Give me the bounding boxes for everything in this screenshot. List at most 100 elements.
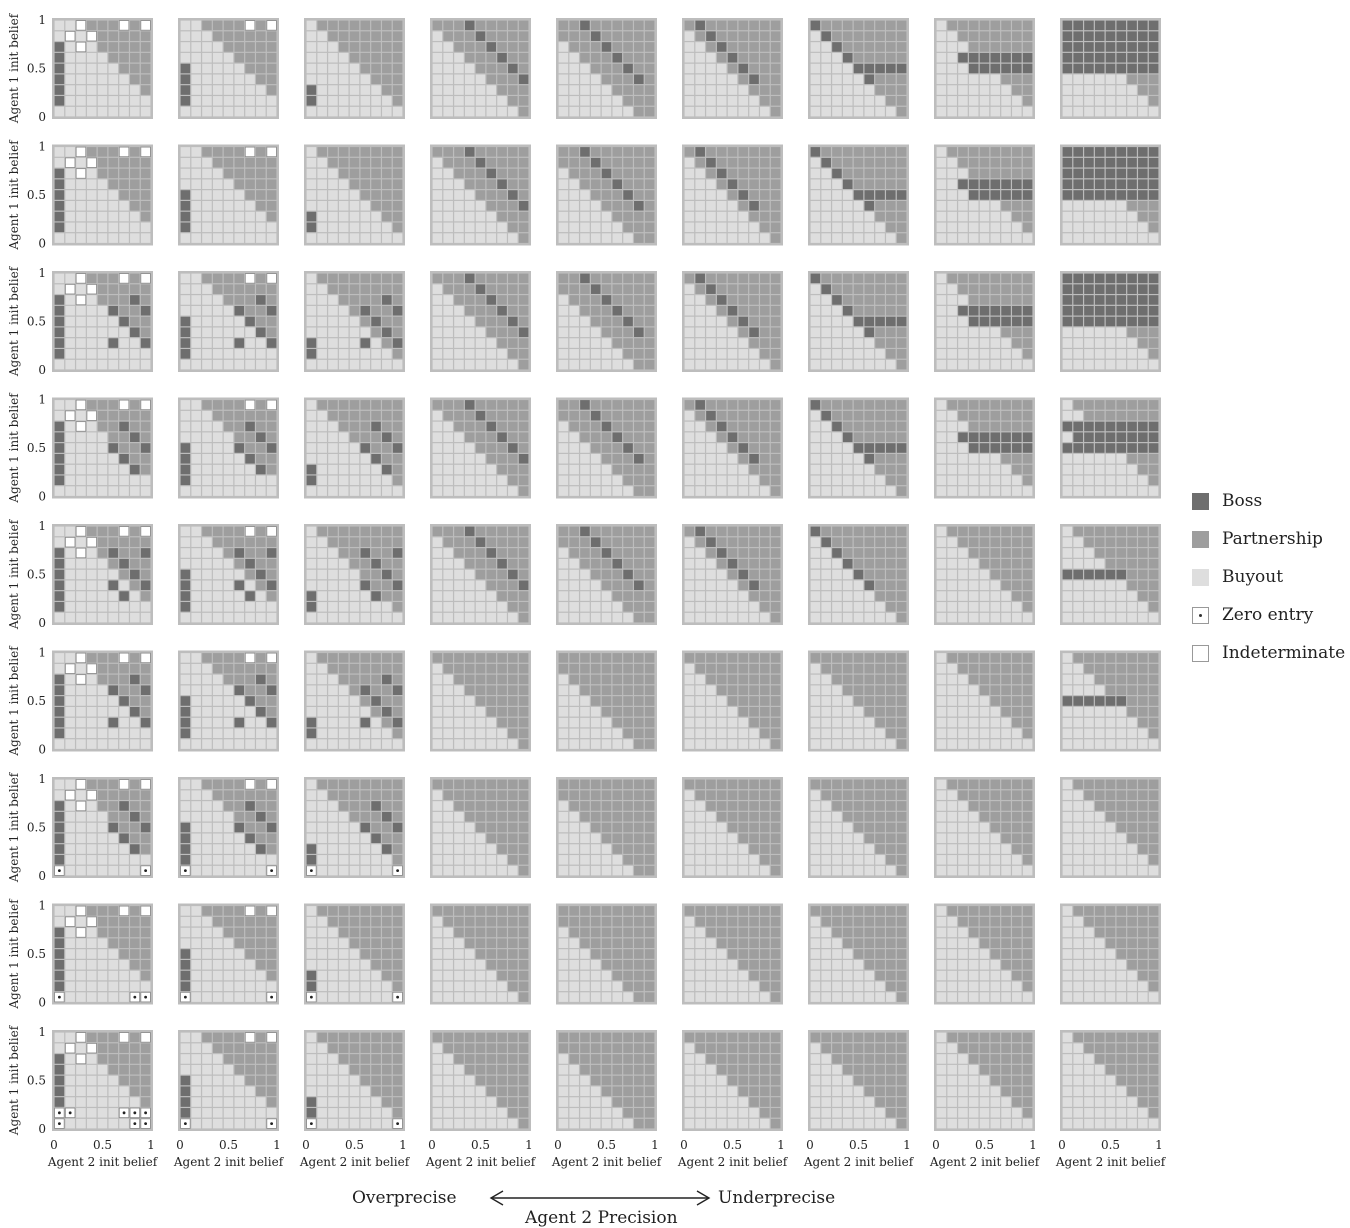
heatmap-cell bbox=[223, 790, 234, 800]
heatmap-cell bbox=[382, 558, 392, 569]
heatmap-cell bbox=[1105, 580, 1116, 591]
heatmap-cell bbox=[810, 421, 821, 432]
heatmap-cell bbox=[590, 674, 601, 685]
heatmap-cell bbox=[130, 31, 140, 41]
heatmap-cell bbox=[443, 157, 453, 168]
heatmap-cell bbox=[475, 558, 486, 569]
heatmap-cell bbox=[958, 443, 968, 453]
heatmap-cell bbox=[1073, 410, 1083, 421]
heatmap-cell bbox=[317, 653, 327, 663]
heatmap-cell bbox=[349, 663, 360, 674]
heatmap-cell bbox=[601, 548, 612, 558]
heatmap-cell bbox=[317, 85, 327, 95]
heatmap-cell bbox=[738, 106, 749, 117]
heatmap-cell bbox=[464, 779, 475, 790]
heatmap-cell bbox=[1094, 273, 1105, 284]
heatmap-cell bbox=[770, 569, 781, 580]
heatmap-cell bbox=[886, 580, 896, 591]
heatmap-cell bbox=[464, 602, 475, 612]
heatmap-cell bbox=[886, 421, 896, 432]
heatmap-cell bbox=[770, 106, 781, 117]
heatmap-cell bbox=[119, 486, 129, 496]
heatmap-cell bbox=[234, 338, 245, 348]
heatmap-cell bbox=[770, 211, 781, 222]
heatmap-cell bbox=[1022, 147, 1033, 157]
heatmap-cell bbox=[256, 612, 266, 623]
heatmap-cell bbox=[360, 602, 371, 612]
heatmap-cell bbox=[338, 801, 349, 811]
heatmap-cell bbox=[875, 580, 885, 591]
heatmap-cell bbox=[601, 85, 612, 95]
heatmap-cell bbox=[558, 728, 569, 739]
heatmap-cell bbox=[601, 316, 612, 327]
heatmap-cell bbox=[202, 316, 212, 327]
heatmap-cell bbox=[76, 475, 86, 486]
heatmap-cell bbox=[180, 20, 191, 31]
heatmap-cell bbox=[76, 569, 86, 580]
heatmap-cell bbox=[979, 432, 990, 443]
heatmap-cell bbox=[191, 432, 201, 443]
heatmap-cell bbox=[130, 273, 140, 284]
heatmap-cell bbox=[497, 284, 507, 294]
heatmap-cell bbox=[266, 537, 277, 547]
heatmap-cell bbox=[979, 284, 990, 294]
heatmap-cell bbox=[864, 31, 875, 41]
heatmap-cell bbox=[306, 400, 317, 410]
heatmap-cell bbox=[1022, 537, 1033, 547]
heatmap-cell bbox=[392, 96, 403, 106]
heatmap-cell bbox=[580, 421, 590, 432]
heatmap-cell bbox=[990, 526, 1001, 537]
heatmap-cell bbox=[202, 147, 212, 157]
heatmap-cell bbox=[202, 31, 212, 41]
heatmap-cell bbox=[727, 443, 738, 453]
heatmap-cell bbox=[1001, 85, 1011, 95]
heatmap-cell bbox=[371, 580, 381, 591]
heatmap-cell bbox=[443, 421, 453, 432]
heatmap-cell bbox=[475, 222, 486, 233]
heatmap-cell bbox=[328, 42, 338, 52]
heatmap-cell bbox=[727, 432, 738, 443]
heatmap-cell bbox=[191, 602, 201, 612]
heatmap-cell bbox=[518, 432, 529, 443]
heatmap-cell bbox=[518, 316, 529, 327]
heatmap-cell bbox=[108, 696, 119, 706]
heatmap-cell bbox=[317, 779, 327, 790]
heatmap-cell bbox=[958, 421, 968, 432]
heatmap-cell bbox=[338, 432, 349, 443]
heatmap-cell bbox=[191, 548, 201, 558]
heatmap-cell bbox=[853, 157, 864, 168]
heatmap-cell bbox=[76, 157, 86, 168]
heatmap-cell bbox=[684, 537, 695, 547]
heatmap-cell bbox=[518, 211, 529, 222]
heatmap-cell bbox=[990, 31, 1001, 41]
heatmap-cell bbox=[306, 855, 317, 865]
heatmap-cell bbox=[832, 453, 842, 464]
heatmap-cell bbox=[864, 537, 875, 547]
heatmap-cell bbox=[180, 801, 191, 811]
heatmap-cell bbox=[76, 696, 86, 706]
heatmap-cell bbox=[454, 728, 464, 739]
heatmap-cell bbox=[558, 222, 569, 233]
heatmap-cell bbox=[86, 295, 97, 305]
heatmap-cell bbox=[180, 674, 191, 685]
heatmap-cell bbox=[634, 31, 644, 41]
heatmap-cell bbox=[990, 168, 1001, 179]
heatmap-cell bbox=[1094, 421, 1105, 432]
heatmap-cell bbox=[716, 728, 727, 739]
heatmap-cell bbox=[191, 295, 201, 305]
heatmap-cell bbox=[979, 486, 990, 496]
heatmap-cell bbox=[97, 486, 108, 496]
heatmap-cell bbox=[180, 591, 191, 601]
heatmap-cell bbox=[684, 316, 695, 327]
heatmap-cell bbox=[256, 591, 266, 601]
heatmap-cell bbox=[695, 295, 705, 305]
heatmap-cell bbox=[706, 833, 716, 844]
heatmap-cell bbox=[497, 349, 507, 359]
heatmap-cell bbox=[212, 537, 223, 547]
heatmap-cell bbox=[256, 200, 266, 211]
heatmap-cell bbox=[706, 844, 716, 854]
heatmap-cell bbox=[1105, 400, 1116, 410]
heatmap-cell bbox=[65, 811, 75, 822]
heatmap-cell bbox=[475, 537, 486, 547]
heatmap-cell bbox=[1001, 147, 1011, 157]
